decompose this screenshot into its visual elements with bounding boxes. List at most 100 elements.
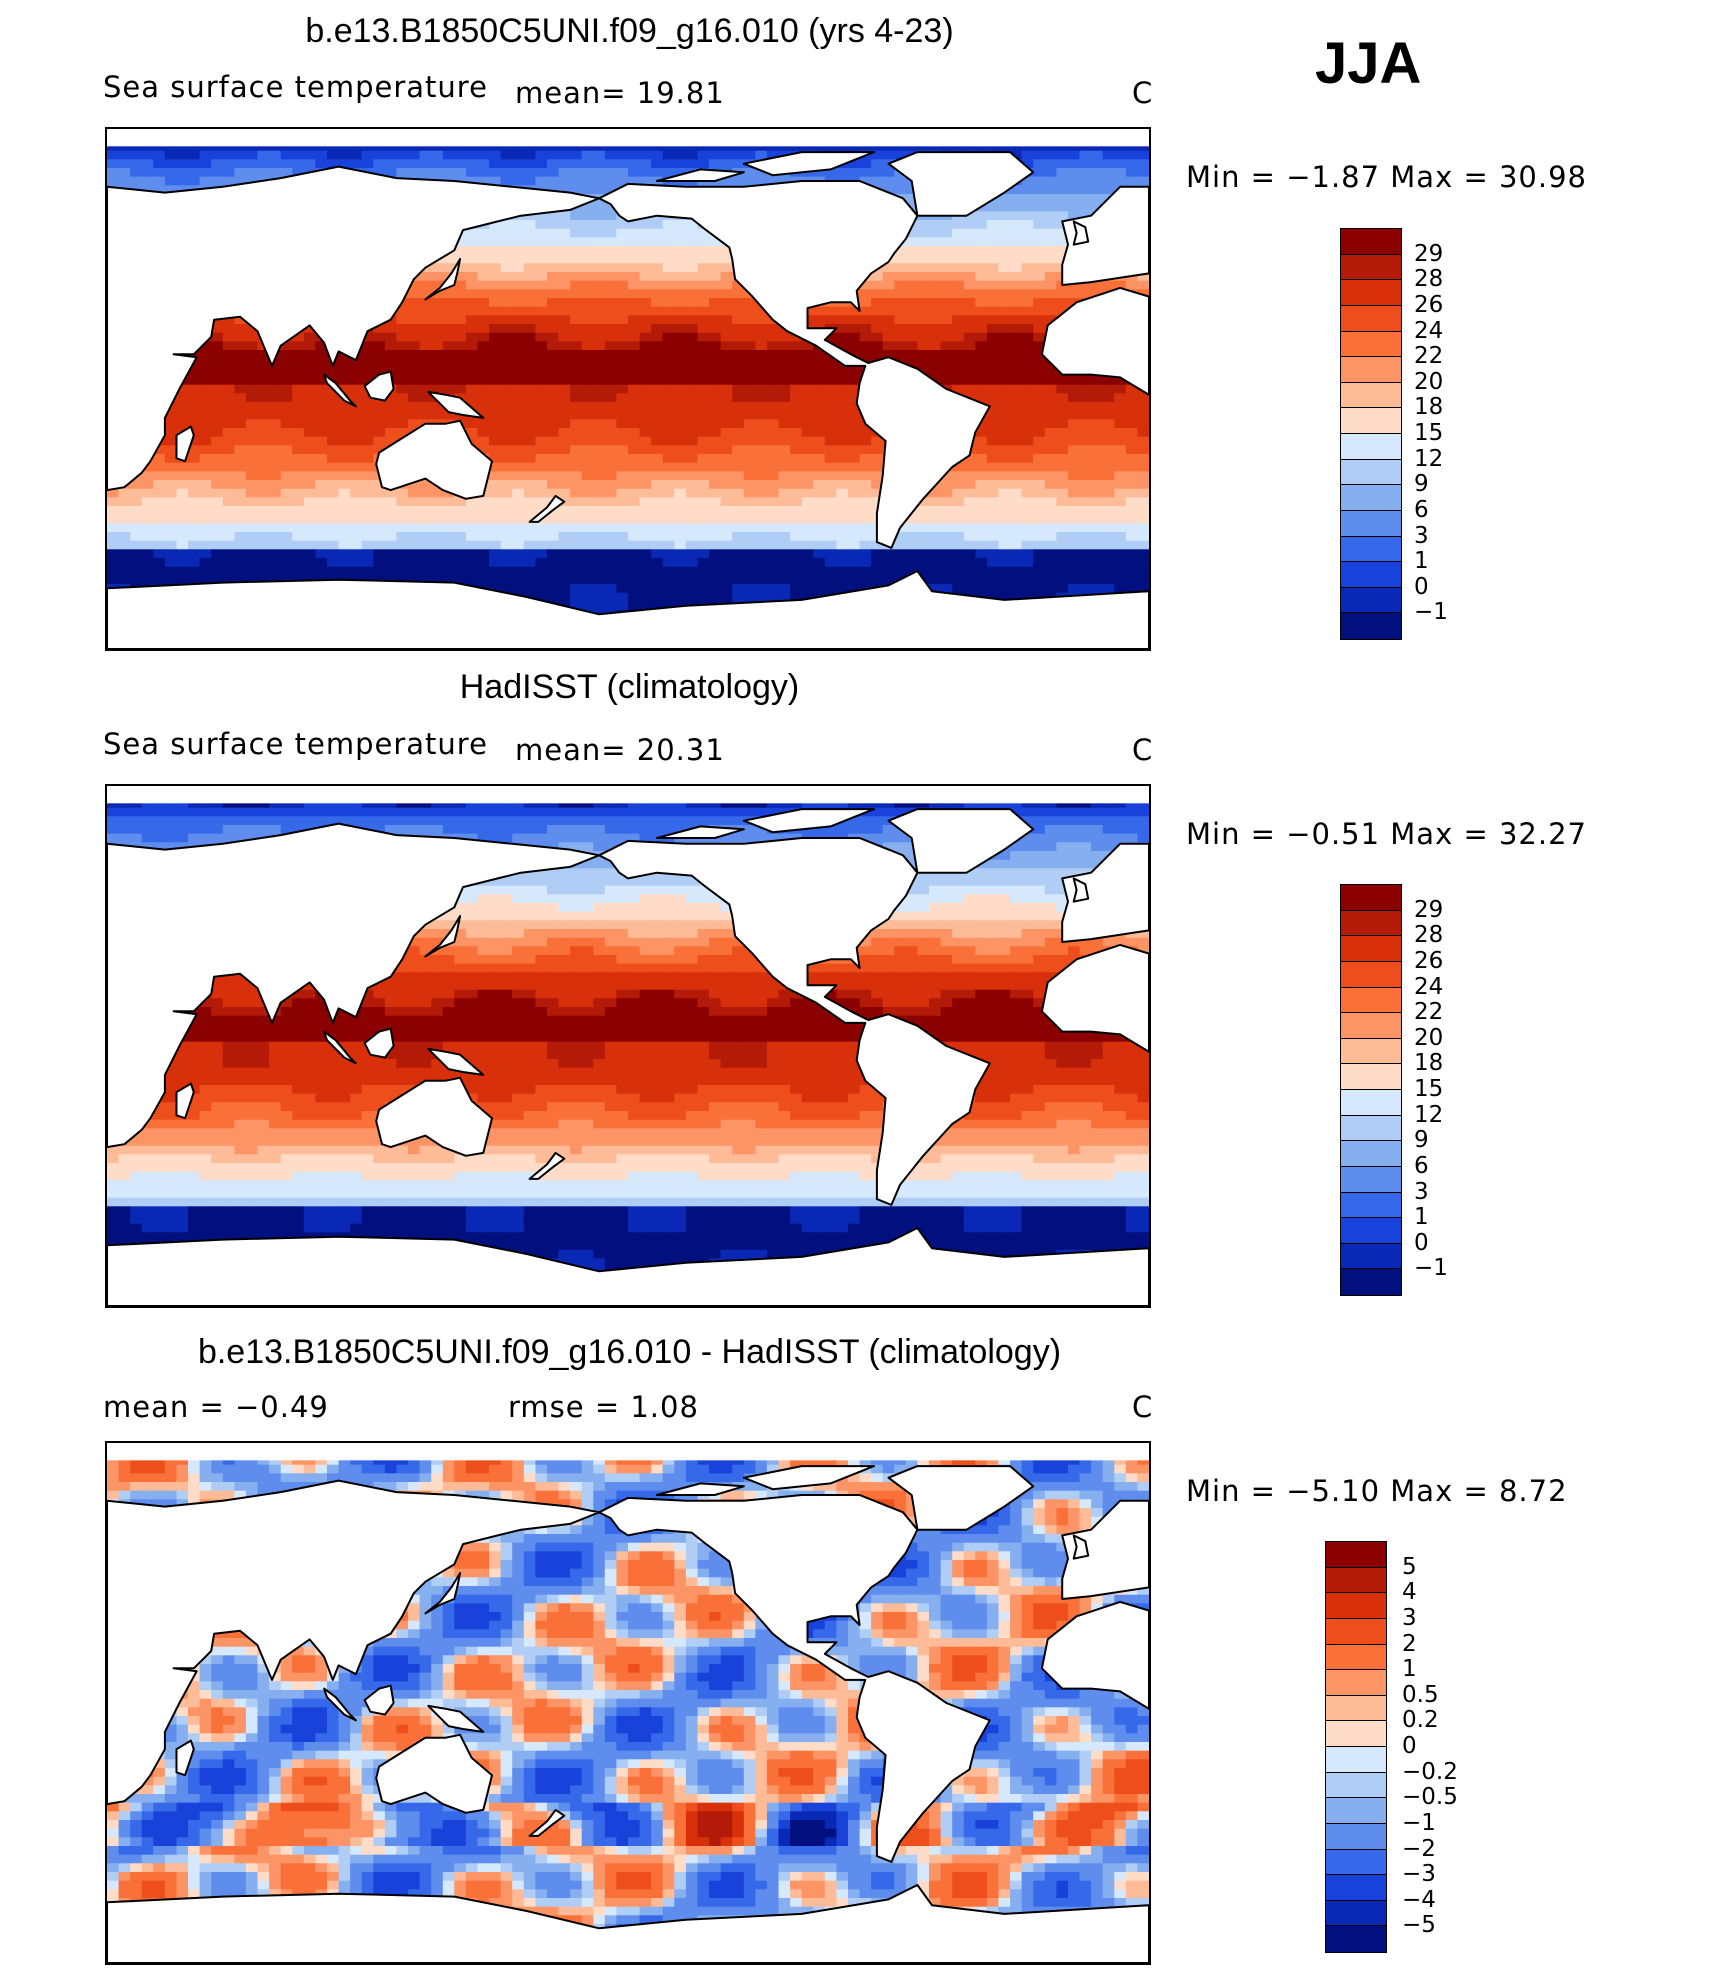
colorbar-tick-label: 3 bbox=[1414, 522, 1429, 549]
colorbar-swatch bbox=[1341, 1064, 1401, 1090]
colorbar-swatch bbox=[1326, 1747, 1386, 1773]
colorbar-swatch bbox=[1326, 1593, 1386, 1619]
colorbar-swatch bbox=[1341, 434, 1401, 460]
colorbar-swatch bbox=[1326, 1644, 1386, 1671]
colorbar-tick-label: −1 bbox=[1414, 599, 1448, 626]
colorbar-swatch bbox=[1341, 1115, 1401, 1142]
colorbar-swatch bbox=[1341, 936, 1401, 962]
colorbar-tick-label: 29 bbox=[1414, 240, 1444, 267]
colorbar-tick-label: 0 bbox=[1414, 573, 1429, 600]
colorbar-swatch bbox=[1341, 587, 1401, 614]
panel-3-colorbar bbox=[1325, 1541, 1387, 1953]
panel-2-title: HadISST (climatology) bbox=[459, 668, 800, 706]
colorbar-tick-label: −4 bbox=[1402, 1886, 1436, 1913]
colorbar-swatch bbox=[1326, 1798, 1386, 1824]
colorbar-tick-label: −5 bbox=[1402, 1912, 1436, 1939]
colorbar-tick-label: 22 bbox=[1414, 343, 1444, 370]
colorbar-tick-label: 6 bbox=[1414, 496, 1429, 523]
colorbar-swatch bbox=[1341, 613, 1401, 639]
colorbar-tick-label: 6 bbox=[1414, 1152, 1429, 1179]
panel-2-unit-label: C bbox=[1132, 733, 1154, 767]
colorbar-swatch bbox=[1341, 1090, 1401, 1116]
panel-1-colorbar bbox=[1340, 228, 1402, 640]
colorbar-swatch bbox=[1341, 1038, 1401, 1065]
colorbar-swatch bbox=[1326, 1721, 1386, 1747]
colorbar-swatch bbox=[1341, 1243, 1401, 1270]
map-canvas bbox=[107, 1443, 1149, 1963]
colorbar-swatch bbox=[1341, 1166, 1401, 1193]
colorbar-swatch bbox=[1341, 331, 1401, 358]
panel-1-unit-label: C bbox=[1132, 76, 1154, 110]
colorbar-tick-label: 9 bbox=[1414, 471, 1429, 498]
colorbar-tick-label: −2 bbox=[1402, 1835, 1436, 1862]
panel-1-mean-label: mean= 19.81 bbox=[515, 76, 725, 110]
colorbar-tick-label: 24 bbox=[1414, 317, 1444, 344]
panel-2-minmax: Min = −0.51 Max = 32.27 bbox=[1186, 817, 1587, 851]
colorbar-swatch bbox=[1341, 280, 1401, 306]
colorbar-swatch bbox=[1341, 1269, 1401, 1295]
colorbar-swatch bbox=[1341, 485, 1401, 511]
colorbar-tick-label: 15 bbox=[1414, 420, 1444, 446]
colorbar-tick-label: 9 bbox=[1414, 1127, 1429, 1154]
panel-1-field-label: Sea surface temperature bbox=[103, 70, 488, 104]
map-canvas bbox=[107, 129, 1149, 649]
colorbar-swatch bbox=[1326, 1875, 1386, 1901]
colorbar-tick-label: 20 bbox=[1414, 368, 1444, 395]
panel-2-colorbar bbox=[1340, 884, 1402, 1296]
colorbar-tick-label: −0.2 bbox=[1402, 1758, 1458, 1785]
colorbar-swatch bbox=[1341, 254, 1401, 281]
colorbar-tick-label: 12 bbox=[1414, 1101, 1444, 1128]
panel-3-mean-label: mean = −0.49 bbox=[103, 1390, 329, 1424]
colorbar-swatch bbox=[1326, 1772, 1386, 1799]
panel-2-map bbox=[105, 784, 1151, 1308]
map-canvas bbox=[107, 786, 1149, 1306]
colorbar-swatch bbox=[1341, 1141, 1401, 1167]
colorbar-swatch bbox=[1326, 1849, 1386, 1876]
colorbar-tick-label: 5 bbox=[1402, 1553, 1417, 1580]
colorbar-tick-label: 20 bbox=[1414, 1024, 1444, 1051]
panel-3-rmse-label: rmse = 1.08 bbox=[508, 1390, 699, 1424]
panel-1-map bbox=[105, 127, 1151, 651]
colorbar-tick-label: 18 bbox=[1414, 394, 1444, 421]
colorbar-tick-label: 0.5 bbox=[1402, 1681, 1439, 1708]
colorbar-tick-label: 3 bbox=[1402, 1604, 1417, 1631]
continent-outlines bbox=[107, 786, 1149, 1306]
colorbar-swatch bbox=[1341, 910, 1401, 937]
colorbar-tick-label: 1 bbox=[1414, 548, 1429, 575]
colorbar-tick-label: 29 bbox=[1414, 896, 1444, 923]
colorbar-swatch bbox=[1341, 1013, 1401, 1039]
colorbar-swatch bbox=[1341, 562, 1401, 588]
panel-2-field-label: Sea surface temperature bbox=[103, 727, 488, 761]
colorbar-tick-label: 22 bbox=[1414, 999, 1444, 1026]
panel-3-title: b.e13.B1850C5UNI.f09_g16.010 - HadISST (… bbox=[197, 1333, 1062, 1371]
colorbar-swatch bbox=[1326, 1670, 1386, 1696]
colorbar-swatch bbox=[1341, 961, 1401, 988]
colorbar-tick-label: 26 bbox=[1414, 291, 1444, 318]
panel-3-map bbox=[105, 1441, 1151, 1965]
continent-outlines bbox=[107, 1443, 1149, 1963]
colorbar-tick-label: 3 bbox=[1414, 1178, 1429, 1205]
colorbar-tick-label: 18 bbox=[1414, 1050, 1444, 1077]
panel-1-minmax: Min = −1.87 Max = 30.98 bbox=[1186, 160, 1587, 194]
colorbar-tick-label: −1 bbox=[1414, 1255, 1448, 1282]
colorbar-tick-label: 0 bbox=[1414, 1229, 1429, 1256]
colorbar-swatch bbox=[1326, 1900, 1386, 1927]
colorbar-swatch bbox=[1341, 459, 1401, 486]
colorbar-tick-label: 28 bbox=[1414, 266, 1444, 293]
colorbar-tick-label: 0.2 bbox=[1402, 1707, 1439, 1734]
colorbar-swatch bbox=[1341, 1218, 1401, 1244]
continent-outlines bbox=[107, 129, 1149, 649]
colorbar-swatch bbox=[1341, 885, 1401, 911]
colorbar-tick-label: −1 bbox=[1402, 1809, 1436, 1836]
colorbar-tick-label: 24 bbox=[1414, 973, 1444, 1000]
colorbar-tick-label: 15 bbox=[1414, 1076, 1444, 1102]
colorbar-tick-label: 28 bbox=[1414, 922, 1444, 949]
panel-3-unit-label: C bbox=[1132, 1390, 1154, 1424]
colorbar-tick-label: 26 bbox=[1414, 947, 1444, 974]
panel-2-mean-label: mean= 20.31 bbox=[515, 733, 725, 767]
colorbar-tick-label: 4 bbox=[1402, 1579, 1417, 1606]
colorbar-tick-label: −0.5 bbox=[1402, 1784, 1458, 1811]
colorbar-tick-label: 12 bbox=[1414, 445, 1444, 472]
colorbar-swatch bbox=[1326, 1695, 1386, 1722]
colorbar-swatch bbox=[1341, 408, 1401, 434]
